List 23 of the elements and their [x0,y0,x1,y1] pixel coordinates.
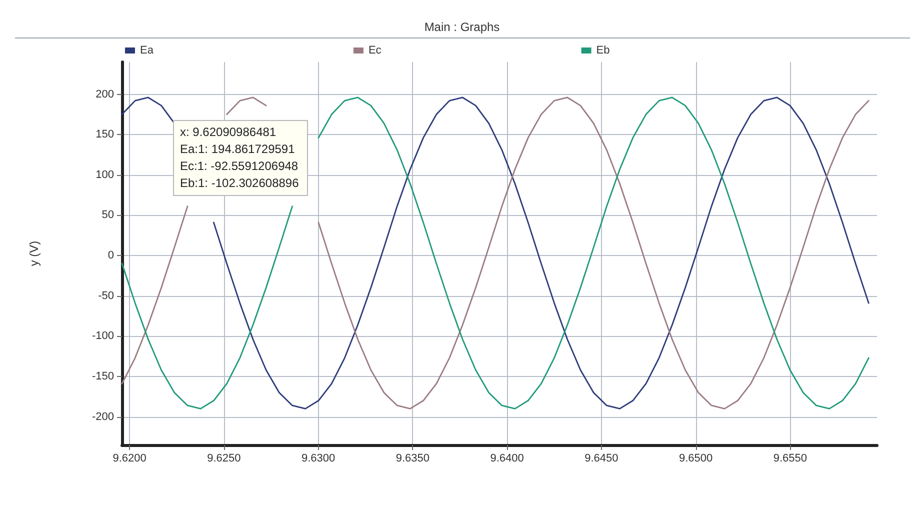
y-tick-label: -100 [92,330,114,342]
y-tick-label: -200 [92,410,114,423]
legend-label: Eb [596,44,610,56]
chart-title: Main : Graphs [424,20,500,34]
x-tick-label: 9.6450 [584,452,618,464]
x-tick-label: 9.6400 [490,452,524,464]
y-tick-label: -150 [92,370,114,382]
y-tick-label: 50 [102,209,114,222]
x-tick-label: 9.6250 [207,452,241,464]
x-tick-label: 9.6500 [678,452,713,464]
x-tick-label: 9.6300 [301,452,336,464]
x-tick-label: 9.6550 [773,452,808,464]
y-tick-label: 0 [108,250,114,262]
tooltip-box: x: 9.62090986481 Ea:1: 194.861729591 Ec:1: -92.5591206948 Eb:1: -102.302608896 [173,120,308,196]
y-tick-label: 200 [96,88,114,100]
y-tick-label: 100 [96,168,114,181]
legend-label: Ea [140,44,154,56]
y-axis-title: y (V) [27,240,41,266]
x-tick-label: 9.6200 [112,452,146,464]
y-tick-label: 150 [96,128,114,141]
y-tick-label: -50 [98,290,114,302]
x-tick-label: 9.6350 [396,452,430,464]
legend-label: Ec [368,44,382,56]
